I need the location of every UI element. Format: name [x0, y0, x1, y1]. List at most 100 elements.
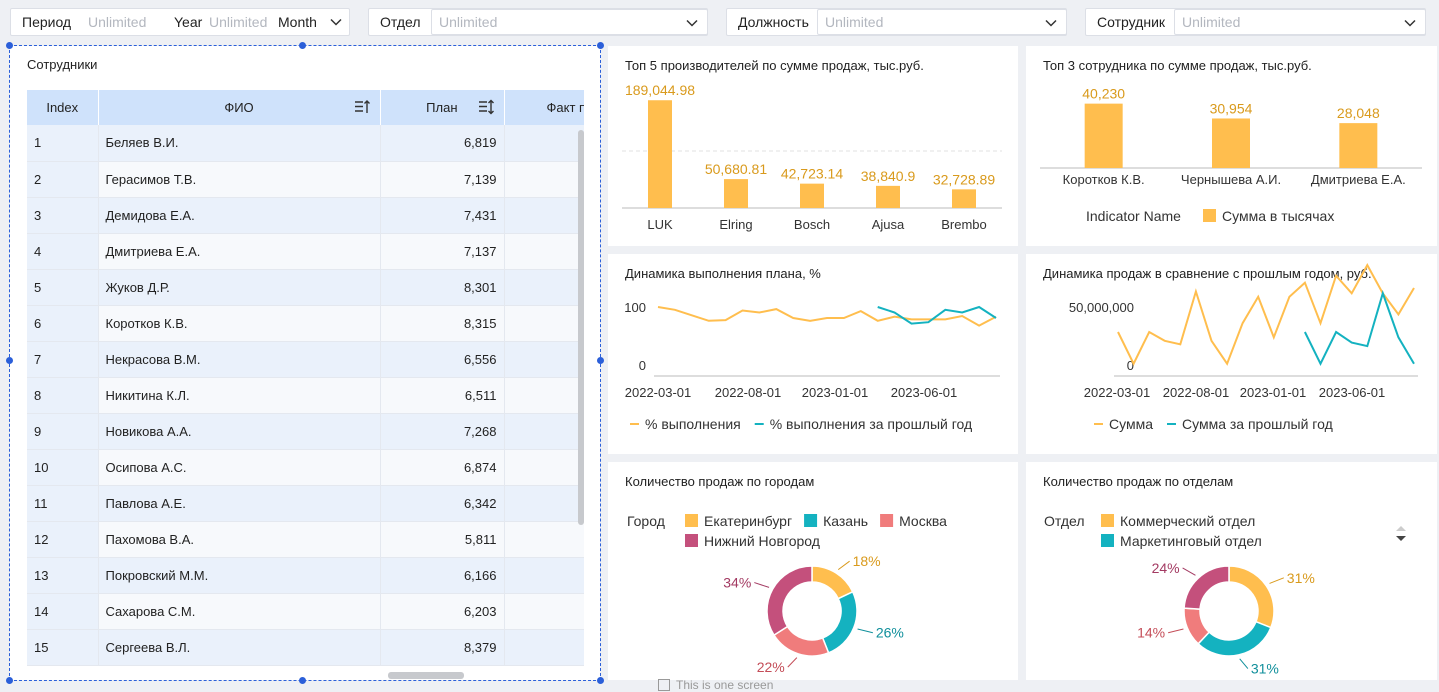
pie-slice [1228, 565, 1275, 629]
sales-by-dept-chart: 31% 31% 14% 24% Отдел Коммерческий отдел Марке… [1044, 513, 1315, 677]
top5-manufacturers-panel[interactable]: Топ 5 производителей по сумме продаж, ты… [608, 46, 1018, 246]
legend-label: Сумма за прошлый год [1182, 416, 1333, 432]
resize-handle[interactable] [299, 677, 306, 684]
table-row[interactable]: 1 Беляев В.И. 6,819 [27, 125, 584, 162]
period-filter: Период Unlimited Year Unlimited Month [10, 8, 350, 36]
legend-label: Сумма в тысячах [1222, 208, 1334, 224]
cell-plan: 5,811 [380, 521, 505, 558]
col-header-name[interactable]: ФИО [98, 90, 381, 125]
col-header-index[interactable]: Index [27, 90, 99, 125]
resize-handle[interactable] [6, 677, 13, 684]
table-row[interactable]: 13 Покровский М.М. 6,166 [27, 557, 584, 594]
legend-swatch [1101, 534, 1114, 547]
plan-dynamics-panel[interactable]: Динамика выполнения плана, % 100 0 2022-03… [608, 254, 1018, 454]
x-tick-label: Brembo [941, 217, 987, 232]
screen-icon [658, 679, 670, 691]
cell-name: Дмитриева Е.А. [98, 233, 381, 270]
table-row[interactable]: 9 Новикова А.А. 7,268 [27, 413, 584, 450]
cell-fact [504, 269, 584, 306]
year-value[interactable]: Unlimited [209, 14, 268, 30]
cell-plan: 6,556 [380, 341, 505, 378]
sales-by-city-panel[interactable]: Количество продаж по городам 18% 26% 22% 34… [608, 462, 1018, 680]
table-row[interactable]: 11 Павлова А.Е. 6,342 [27, 485, 584, 522]
cell-plan: 6,819 [380, 125, 505, 162]
cell-name: Павлова А.Е. [98, 485, 381, 522]
cell-name: Некрасова В.М. [98, 341, 381, 378]
table-horizontal-scrollbar[interactable] [388, 672, 464, 679]
table-row[interactable]: 7 Некрасова В.М. 6,556 [27, 341, 584, 378]
legend-label: Екатеринбург [704, 513, 792, 529]
resize-handle[interactable] [597, 357, 604, 364]
cell-index: 6 [27, 305, 99, 342]
month-label[interactable]: Month [278, 14, 317, 30]
table-row[interactable]: 10 Осипова А.С. 6,874 [27, 449, 584, 486]
legend-pager-icon[interactable] [1394, 524, 1408, 544]
table-row[interactable]: 4 Дмитриева Е.А. 7,137 [27, 233, 584, 270]
col-header-plan-label: План [426, 100, 458, 115]
table-row[interactable]: 8 Никитина К.Л. 6,511 [27, 377, 584, 414]
screen-footnote-text: This is one screen [676, 678, 774, 692]
pie-value-label: 18% [853, 553, 881, 569]
resize-handle[interactable] [6, 357, 13, 364]
bar [952, 189, 976, 208]
table-row[interactable]: 6 Коротков К.В. 8,315 [27, 305, 584, 342]
pie-value-label: 31% [1287, 570, 1315, 586]
sales-dynamics-chart: 50,000,000 0 2022-03-01 2022-08-01 2023-01-0… [1069, 263, 1418, 432]
period-select[interactable]: Unlimited [81, 9, 171, 35]
sort-ascending-icon[interactable] [354, 99, 370, 115]
sales-by-dept-panel[interactable]: Количество продаж по отделам 31% 31% 14% 24… [1026, 462, 1437, 680]
legend-label: % выполнения за прошлый год [770, 416, 972, 432]
cell-plan: 6,874 [380, 449, 505, 486]
pie-label-leader [1239, 658, 1249, 669]
cell-name: Пахомова В.А. [98, 521, 381, 558]
chevron-down-icon[interactable] [329, 15, 343, 29]
legend-title: Отдел [1044, 513, 1085, 529]
cell-fact [504, 305, 584, 342]
cell-fact [504, 377, 584, 414]
table-row[interactable]: 3 Демидова Е.А. 7,431 [27, 197, 584, 234]
table-row[interactable]: 5 Жуков Д.Р. 8,301 [27, 269, 584, 306]
table-row[interactable]: 14 Сахарова С.М. 6,203 [27, 593, 584, 630]
x-tick-label: Чернышева А.И. [1181, 172, 1281, 187]
year-label: Year [174, 14, 203, 30]
resize-handle[interactable] [299, 42, 306, 49]
top3-employees-panel[interactable]: Топ 3 сотрудника по сумме продаж, тыс.ру… [1026, 46, 1437, 246]
cell-name: Герасимов Т.В. [98, 161, 381, 198]
legend-swatch [880, 514, 894, 527]
employee-select[interactable]: Unlimited [1174, 9, 1426, 35]
cell-name: Никитина К.Л. [98, 377, 381, 414]
employee-label: Сотрудник [1097, 14, 1166, 30]
col-header-plan[interactable]: План [380, 90, 505, 125]
resize-handle[interactable] [597, 677, 604, 684]
filter-bar: Период Unlimited Year Unlimited Month От… [0, 0, 1439, 42]
chevron-down-icon [1404, 19, 1416, 27]
x-tick-label: 2022-03-01 [1084, 385, 1151, 400]
legend-swatch [1203, 209, 1216, 222]
plan-dynamics-chart: 100 0 2022-03-01 2022-08-01 2023-01-01 2023-0… [624, 300, 1000, 432]
x-tick-label: LUK [647, 217, 673, 232]
legend-title: Indicator Name [1086, 208, 1181, 224]
chart-title: Количество продаж по отделам [1043, 474, 1234, 489]
resize-handle[interactable] [597, 42, 604, 49]
employees-table-wrapper[interactable]: Index ФИО План Факт п 1 Беляев В.И. 6,819 2… [27, 90, 584, 680]
cell-index: 10 [27, 449, 99, 486]
chart-title: Динамика выполнения плана, % [625, 266, 821, 281]
table-row[interactable]: 2 Герасимов Т.В. 7,139 [27, 161, 584, 198]
table-vertical-scrollbar[interactable] [578, 130, 584, 525]
cell-plan: 7,137 [380, 233, 505, 270]
sales-dynamics-panel[interactable]: Динамика продаж в сравнение с прошлым го… [1026, 254, 1437, 454]
pie-label-leader [1182, 567, 1196, 576]
dept-select[interactable]: Unlimited [431, 9, 708, 35]
sort-icon[interactable] [478, 99, 494, 115]
position-select[interactable]: Unlimited [817, 9, 1067, 35]
cell-name: Коротков К.В. [98, 305, 381, 342]
bar-value-label: 30,954 [1210, 100, 1253, 116]
table-row[interactable]: 12 Пахомова В.А. 5,811 [27, 521, 584, 558]
resize-handle[interactable] [6, 42, 13, 49]
cell-index: 11 [27, 485, 99, 522]
series-line [657, 306, 997, 327]
legend-title: Город [627, 513, 665, 529]
col-header-fact[interactable]: Факт п [504, 90, 584, 125]
cell-plan: 7,431 [380, 197, 505, 234]
table-row[interactable]: 15 Сергеева В.Л. 8,379 [27, 629, 584, 666]
